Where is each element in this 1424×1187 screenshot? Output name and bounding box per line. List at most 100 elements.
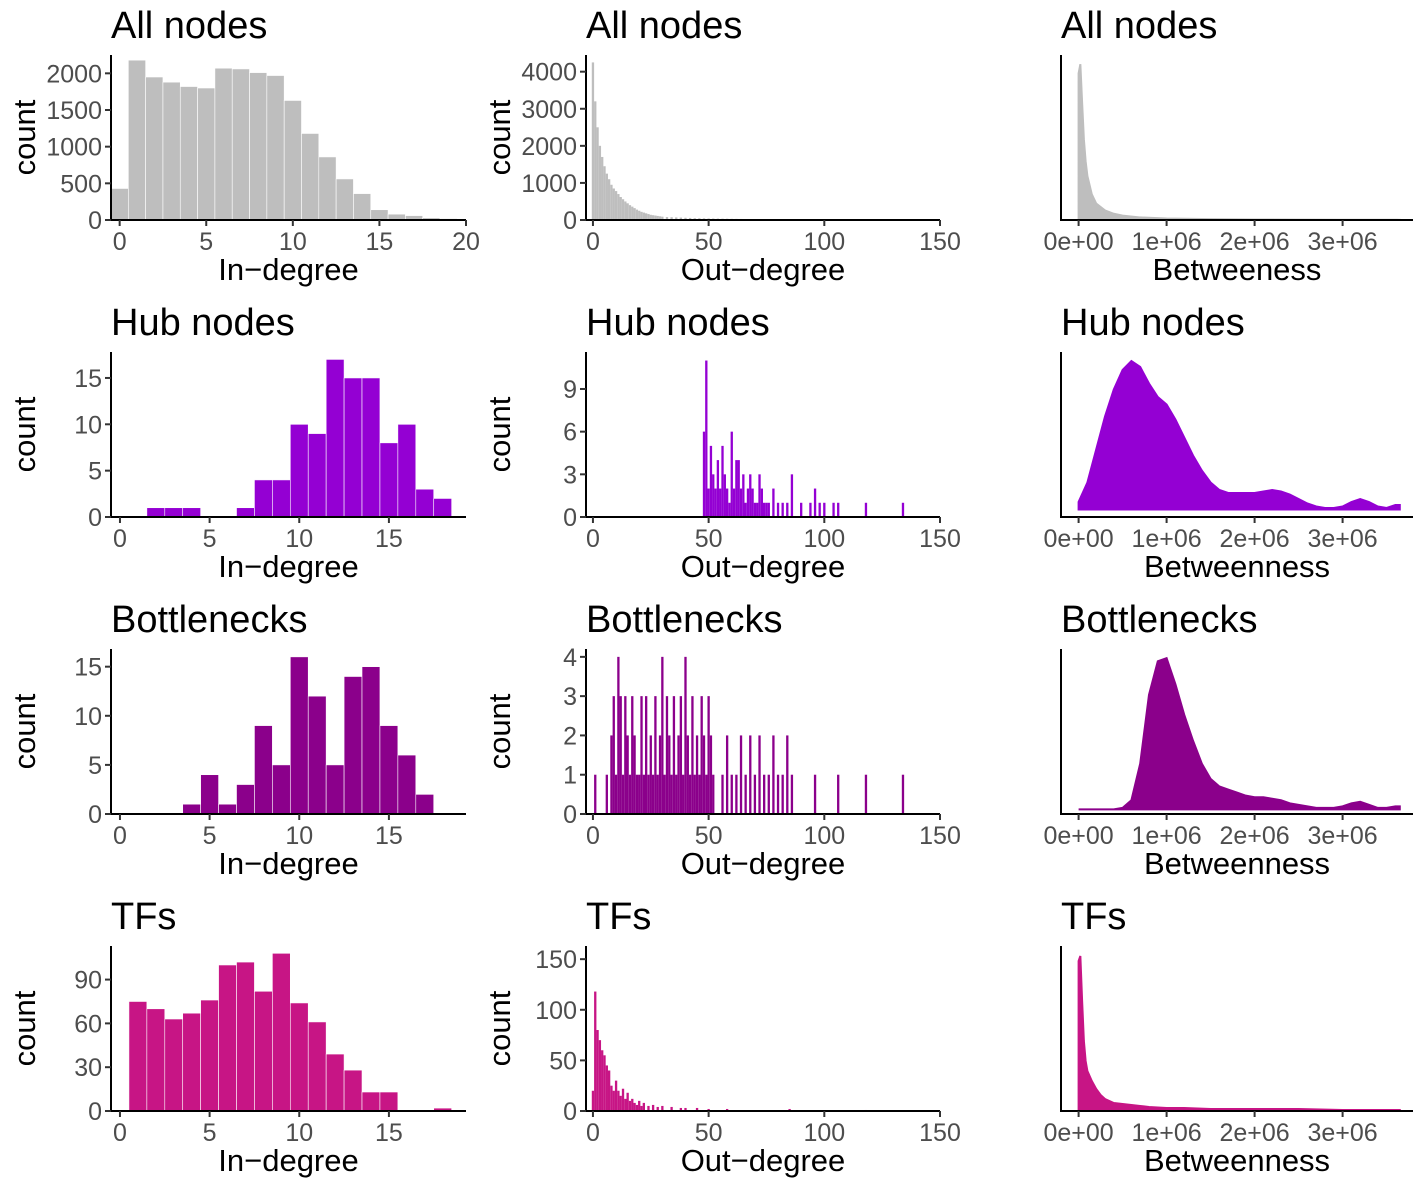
bar: [682, 774, 685, 814]
x-tick-label: 2e+06: [1219, 228, 1289, 256]
x-tick-label: 0: [113, 1119, 127, 1147]
bar: [214, 67, 233, 220]
x-axis-label: Out−degree: [681, 252, 846, 287]
x-tick-label: 150: [919, 822, 961, 850]
x-tick-label: 0: [586, 525, 600, 553]
bar: [776, 502, 780, 517]
bar: [307, 695, 327, 814]
bar: [614, 191, 618, 220]
y-tick-label: 3: [563, 461, 577, 489]
y-tick-label: 0: [563, 801, 577, 829]
bar: [647, 1105, 650, 1111]
bar: [767, 502, 770, 517]
bar: [642, 212, 645, 220]
bar: [700, 696, 703, 814]
bar: [772, 735, 775, 814]
bar: [605, 173, 608, 220]
bar: [610, 184, 613, 220]
bar: [818, 502, 821, 517]
x-tick-label: 50: [695, 822, 723, 850]
x-axis-label: Betweeness: [1153, 252, 1322, 287]
y-tick-label: 0: [563, 504, 577, 532]
bar: [635, 1104, 639, 1111]
bar: [307, 433, 327, 517]
y-tick-label: 0: [563, 207, 577, 235]
bar: [628, 774, 632, 814]
bar: [626, 1092, 629, 1111]
bar: [596, 1030, 599, 1111]
plot-area: [128, 953, 452, 1111]
bar: [658, 735, 662, 814]
bar: [719, 488, 722, 517]
bar: [837, 774, 840, 814]
bar: [266, 75, 285, 220]
bar: [200, 999, 219, 1111]
bar: [325, 764, 345, 814]
y-tick-label: 10: [74, 703, 102, 731]
bar: [640, 696, 643, 814]
bar: [739, 735, 743, 814]
bar: [179, 86, 198, 220]
bar: [813, 488, 817, 517]
bar: [433, 498, 452, 517]
bar: [721, 774, 724, 814]
bar: [672, 696, 676, 814]
x-tick-label: 0e+00: [1043, 822, 1113, 850]
x-tick-label: 3e+06: [1307, 822, 1377, 850]
bar: [679, 1107, 683, 1111]
y-tick-label: 1000: [521, 170, 577, 198]
x-tick-label: 3e+06: [1307, 228, 1377, 256]
bar: [610, 1085, 613, 1111]
bar: [236, 961, 255, 1111]
bar: [647, 774, 650, 814]
bar: [591, 1090, 595, 1111]
bar: [758, 735, 761, 814]
bar: [361, 377, 381, 517]
y-tick-label: 15: [74, 365, 102, 393]
bar: [397, 424, 417, 517]
bar: [790, 474, 794, 517]
bar: [598, 145, 602, 220]
bar: [619, 696, 622, 814]
x-tick-label: 5: [203, 822, 217, 850]
bar: [254, 990, 273, 1111]
bar: [753, 502, 757, 517]
y-tick-label: 3: [563, 683, 577, 711]
bar: [289, 656, 309, 814]
x-tick-label: 1e+06: [1131, 822, 1201, 850]
panel-title: All nodes: [1061, 5, 1217, 47]
x-tick-label: 0: [586, 1119, 600, 1147]
bar: [702, 735, 706, 814]
bar: [649, 735, 652, 814]
x-tick-label: 150: [919, 525, 961, 553]
bar: [695, 735, 699, 814]
bar: [607, 179, 611, 220]
panel-4-2: TFs 0 50 100 150 0 50 100 150 Out−degree count: [482, 896, 961, 1178]
bar: [638, 1100, 641, 1111]
bar: [318, 156, 337, 220]
bar: [614, 1080, 618, 1111]
bar: [901, 502, 905, 517]
x-tick-label: 1e+06: [1131, 525, 1201, 553]
bar: [612, 188, 615, 220]
panel-title: Bottlenecks: [111, 599, 307, 641]
plot-area: [591, 991, 868, 1111]
bar: [379, 725, 399, 814]
bar: [675, 774, 678, 814]
panel-4-1: TFs 0 5 10 15 0 30 60 90 In−degree count: [7, 896, 466, 1178]
bar: [612, 696, 615, 814]
bar: [737, 460, 740, 517]
bar: [415, 794, 435, 814]
x-tick-label: 2e+06: [1219, 525, 1289, 553]
bar: [628, 1100, 632, 1111]
bar: [343, 676, 363, 814]
y-tick-label: 3000: [521, 96, 577, 124]
bar: [649, 214, 652, 220]
bar: [624, 696, 627, 814]
x-tick-label: 15: [375, 822, 403, 850]
y-axis-label: count: [482, 693, 517, 769]
x-tick-label: 50: [695, 1119, 723, 1147]
